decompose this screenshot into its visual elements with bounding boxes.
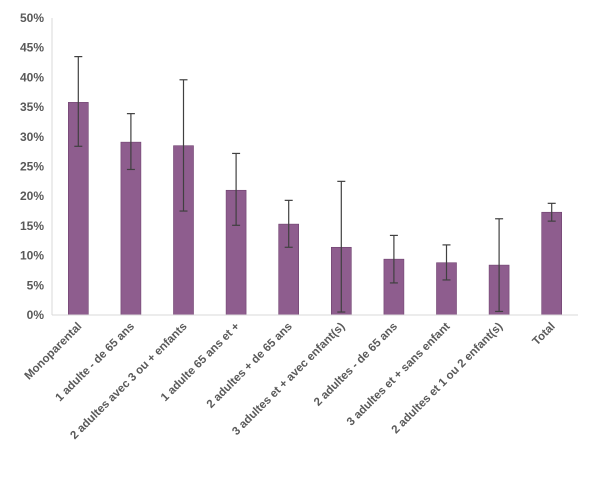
x-tick-label: 3 adultes et + sans enfant	[345, 321, 453, 429]
y-tick-label: 25%	[20, 160, 44, 174]
x-tick-label: 2 adultes et 1 ou 2 enfant(s)	[390, 321, 506, 437]
y-tick-label: 30%	[20, 130, 44, 144]
x-tick-label: 3 adultes et + avec enfant(s)	[230, 321, 347, 438]
y-tick-label: 10%	[20, 249, 44, 263]
y-tick-label: 50%	[20, 11, 44, 25]
x-tick-label: Total	[531, 321, 558, 348]
x-tick-label: 2 adultes + de 65 ans	[205, 321, 295, 411]
y-tick-label: 5%	[27, 278, 45, 292]
y-tick-label: 20%	[20, 189, 44, 203]
bar	[541, 211, 563, 316]
y-tick-label: 15%	[20, 219, 44, 233]
error-bars	[74, 56, 556, 313]
y-axis: 0% 5% 10% 15% 20% 25% 30% 35% 40% 45% 50%	[20, 11, 53, 322]
y-tick-label: 0%	[27, 308, 45, 322]
x-tick-label: 2 adultes avec 3 ou + enfants	[68, 321, 189, 442]
y-tick-label: 35%	[20, 100, 44, 114]
bars	[68, 102, 563, 316]
y-tick-label: 40%	[20, 70, 44, 84]
y-tick-label: 45%	[20, 41, 44, 55]
